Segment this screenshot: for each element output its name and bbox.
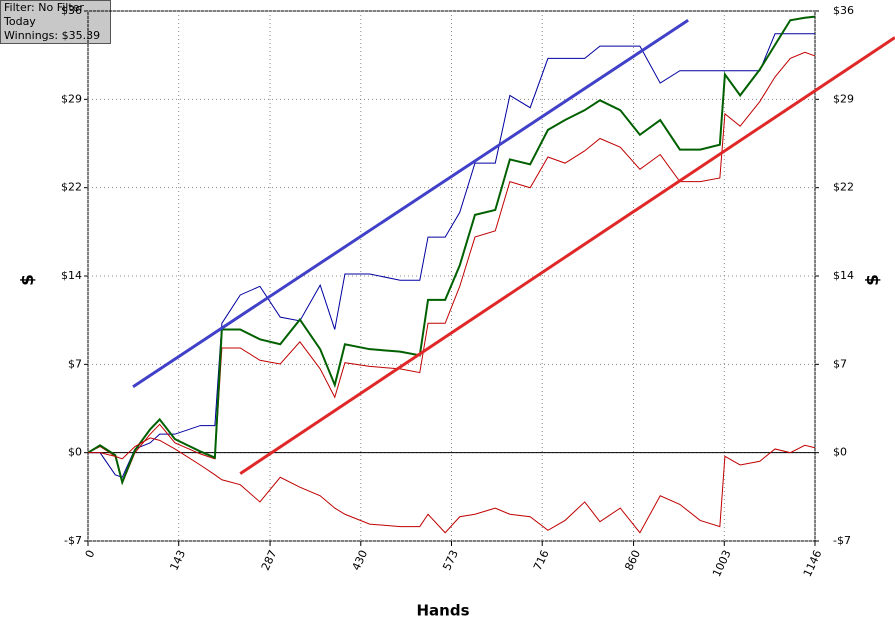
x-tick-label: 716 [531,548,552,573]
y2-axis-label: $ [863,274,883,286]
info-text: Today [3,15,36,28]
trend-line [132,18,689,389]
y2-tick-label: $7 [833,357,847,370]
y2-tick-label: $14 [833,269,854,282]
y2-tick-label: -$7 [833,534,851,547]
series-line [88,437,816,534]
y2-tick-label: $22 [833,181,854,194]
series-line [88,33,815,478]
y2-tick-label: $29 [833,92,854,105]
y-axis-label: $ [18,274,38,286]
series-line [87,51,816,486]
x-axis-label: Hands [416,602,469,620]
y-tick-label: $36 [61,4,82,17]
y-tick-label: $7 [68,357,82,370]
x-tick-label: 573 [440,548,461,573]
y-tick-label: $29 [61,92,82,105]
x-tick-label: 0 [83,548,98,560]
info-box [0,0,111,44]
y-tick-label: $22 [61,181,82,194]
x-tick-label: 430 [350,548,371,573]
y2-tick-label: $36 [833,4,854,17]
x-tick-label: 1003 [710,548,734,579]
y2-tick-label: $0 [833,446,847,459]
y-tick-label: $0 [68,446,82,459]
x-tick-label: 143 [167,548,188,573]
x-tick-label: 287 [259,548,280,573]
y-tick-label: -$7 [64,534,82,547]
info-text: Winnings: $35.39 [4,29,100,42]
series-line [87,15,816,486]
x-tick-label: 860 [622,548,643,573]
y-tick-label: $14 [61,269,82,282]
trend-line [239,36,895,475]
x-tick-label: 1146 [801,548,825,579]
info-text: Filter: No Filter [4,1,84,14]
